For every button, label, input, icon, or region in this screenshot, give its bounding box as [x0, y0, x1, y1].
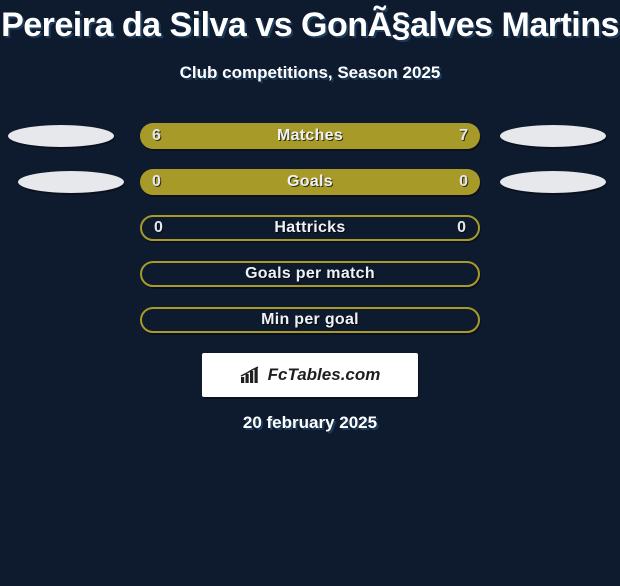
left-ellipse-icon [8, 125, 114, 147]
stat-row: 6 Matches 7 [0, 123, 620, 151]
right-value: 0 [459, 173, 468, 191]
brand-box: FcTables.com [202, 353, 418, 397]
stat-bar: 6 Matches 7 [140, 123, 480, 149]
stat-row: Min per goal [0, 307, 620, 335]
stat-label: Min per goal [261, 311, 359, 329]
left-value: 6 [152, 127, 161, 145]
stat-row: 0 Hattricks 0 [0, 215, 620, 243]
stat-bar: Goals per match [140, 261, 480, 287]
brand-text: FcTables.com [268, 365, 381, 385]
left-ellipse-icon [18, 171, 124, 193]
stat-label: Matches [277, 127, 343, 145]
left-value: 0 [152, 173, 161, 191]
stat-label: Goals per match [245, 265, 375, 283]
subtitle: Club competitions, Season 2025 [0, 63, 620, 83]
right-ellipse-icon [500, 171, 606, 193]
stat-row: 0 Goals 0 [0, 169, 620, 197]
brand-chart-icon [240, 366, 262, 384]
stat-bar: 0 Hattricks 0 [140, 215, 480, 241]
right-value: 0 [457, 219, 466, 237]
stat-bar: Min per goal [140, 307, 480, 333]
left-value: 0 [154, 219, 163, 237]
comparison-rows: 6 Matches 7 0 Goals 0 0 Hattricks 0 Goals per mat… [0, 123, 620, 335]
date-label: 20 february 2025 [0, 413, 620, 433]
stat-label: Hattricks [274, 219, 345, 237]
page-title: Pereira da Silva vs GonÃ§alves Martins [0, 6, 620, 45]
stat-label: Goals [287, 173, 333, 191]
stat-row: Goals per match [0, 261, 620, 289]
right-ellipse-icon [500, 125, 606, 147]
stat-bar: 0 Goals 0 [140, 169, 480, 195]
right-value: 7 [459, 127, 468, 145]
